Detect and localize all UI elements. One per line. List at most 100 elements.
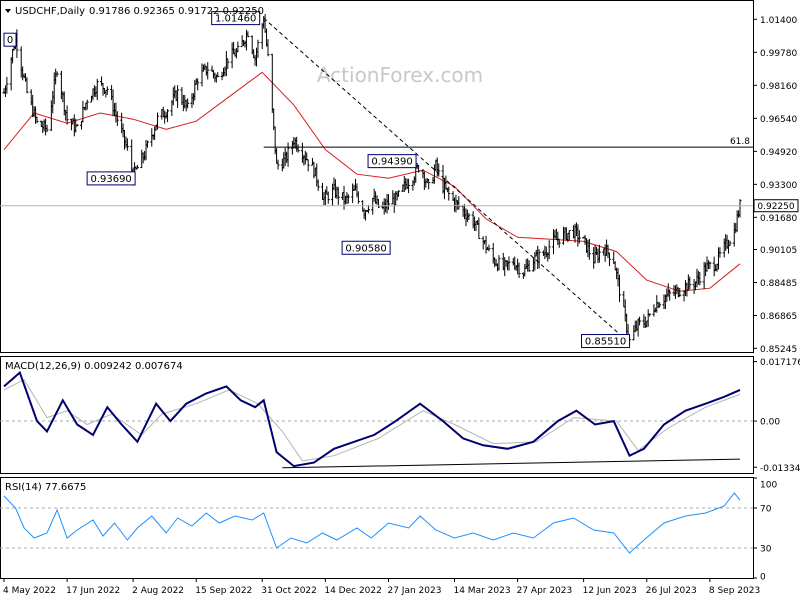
price-bar — [246, 31, 250, 38]
price-bar — [457, 196, 461, 210]
rsi-panel-frame — [0, 477, 754, 579]
price-annotation: 0.93690 — [86, 171, 136, 186]
price-bar — [728, 240, 732, 247]
x-tick-label: 27 Jan 2023 — [387, 586, 441, 596]
price-bar — [35, 116, 39, 124]
price-bar — [176, 85, 180, 108]
annotation-box — [341, 240, 391, 255]
price-bar — [467, 213, 471, 220]
price-bar — [617, 274, 621, 303]
price-bar — [65, 105, 69, 125]
rsi-y-tick-label: 100 — [760, 481, 777, 491]
price-bar — [738, 199, 742, 218]
x-tick-label: 15 Sep 2022 — [195, 586, 252, 596]
macd-title: MACD(12,26,9) 0.009242 0.007674 — [5, 361, 183, 372]
price-bars-layer — [2, 14, 742, 346]
price-bar — [427, 179, 431, 190]
watermark: ActionForex.com — [317, 63, 483, 87]
rsi-title: RSI(14) 77.6675 — [5, 482, 86, 493]
x-tick-label: 17 Jun 2022 — [66, 586, 120, 596]
price-y-tick-label: 0.86865 — [760, 312, 797, 322]
current-price-label: 0.92250 — [757, 202, 794, 212]
price-annotation: 0.85510 — [581, 334, 631, 349]
rsi-y-tick-label: 70 — [760, 505, 772, 515]
price-bar — [577, 230, 581, 244]
price-bar — [376, 199, 380, 208]
price-bar — [236, 41, 240, 53]
price-bar — [306, 159, 310, 172]
price-annotation: 0 — [3, 32, 17, 47]
macd-y-axis: 0.017176 0.00 -0.01334 — [753, 358, 800, 474]
rsi-y-tick-label: 0 — [760, 573, 766, 583]
fibonacci-61-8-label: 61.8 — [730, 137, 750, 147]
annotation-box — [211, 11, 261, 26]
price-y-axis: 1.01400 0.99780 0.98160 0.96540 0.94920 0.933… — [753, 16, 797, 355]
price-bar — [85, 99, 89, 110]
moving-average-layer — [3, 71, 741, 292]
price-y-tick-label: 1.01400 — [760, 16, 797, 26]
x-tick-label: 14 Dec 2022 — [324, 586, 382, 596]
menu-triangle-icon[interactable] — [5, 9, 11, 13]
rsi-y-axis: 100 70 30 0 — [753, 477, 777, 583]
rsi-line — [3, 492, 741, 554]
annotation-label: 0.94390 — [371, 157, 412, 168]
price-bar — [386, 194, 390, 210]
price-bar — [135, 165, 139, 170]
price-bar — [678, 287, 682, 297]
price-bar — [196, 78, 200, 91]
price-bar — [296, 144, 300, 153]
price-bar — [45, 124, 49, 133]
annotation-box — [3, 32, 17, 47]
price-bar — [226, 58, 230, 69]
price-bar — [125, 138, 129, 151]
price-bar — [437, 163, 441, 177]
annotation-label: 1.01460 — [215, 14, 256, 25]
x-tick-label: 31 Oct 2022 — [261, 586, 317, 596]
price-lines-layer: 61.8 0.92250 — [0, 17, 799, 344]
price-bar — [95, 78, 99, 101]
price-bar — [105, 86, 109, 95]
rsi-y-tick-label: 30 — [760, 545, 772, 555]
price-bar — [597, 244, 601, 263]
time-axis: 4 May 2022 17 Jun 2022 2 Aug 2022 15 Sep 20… — [3, 578, 760, 596]
price-y-tick-label: 0.85245 — [760, 345, 797, 355]
price-bar — [25, 77, 29, 94]
x-tick-label: 4 May 2022 — [3, 586, 56, 596]
price-bar — [266, 39, 270, 57]
price-y-tick-label: 0.99780 — [760, 49, 797, 59]
annotations-layer: 0 1.01460 0.93690 0.94390 0.90580 0.85510 — [3, 11, 631, 349]
price-bar — [567, 230, 571, 241]
price-bar — [166, 108, 170, 123]
moving-average-line — [3, 71, 741, 292]
annotation-label: 0.85510 — [585, 337, 626, 348]
price-bar — [688, 276, 692, 290]
price-bar — [557, 238, 561, 248]
price-y-tick-label: 0.90105 — [760, 246, 797, 256]
price-bar — [517, 262, 521, 279]
price-bar — [547, 240, 551, 259]
price-bar — [75, 123, 79, 127]
annotation-label: 0.93690 — [90, 174, 131, 185]
macd-y-tick-label: -0.01334 — [760, 464, 800, 474]
price-bar — [718, 247, 722, 258]
price-bar — [156, 112, 160, 130]
price-bar — [708, 261, 712, 269]
macd-y-tick-label: 0.00 — [760, 418, 780, 428]
price-y-tick-label: 0.88485 — [760, 279, 797, 289]
macd-line — [3, 370, 741, 468]
x-tick-label: 12 Jun 2023 — [583, 586, 637, 596]
price-annotation: 0.90580 — [341, 240, 391, 255]
price-bar — [256, 39, 260, 58]
dashed-trendline — [263, 17, 630, 344]
symbol-label: USDCHF,Daily — [15, 6, 85, 17]
current-price-badge — [753, 199, 799, 213]
ohlc-readout: 0.91786 0.92365 0.91722 0.92250 — [89, 6, 264, 17]
price-bar — [698, 272, 702, 286]
x-tick-label: 27 Apr 2023 — [517, 586, 573, 596]
price-bar — [206, 62, 210, 80]
price-bar — [497, 255, 501, 271]
x-tick-label: 2 Aug 2022 — [132, 586, 184, 596]
price-y-tick-label: 0.96540 — [760, 115, 797, 125]
rsi-lines-layer — [0, 492, 753, 554]
